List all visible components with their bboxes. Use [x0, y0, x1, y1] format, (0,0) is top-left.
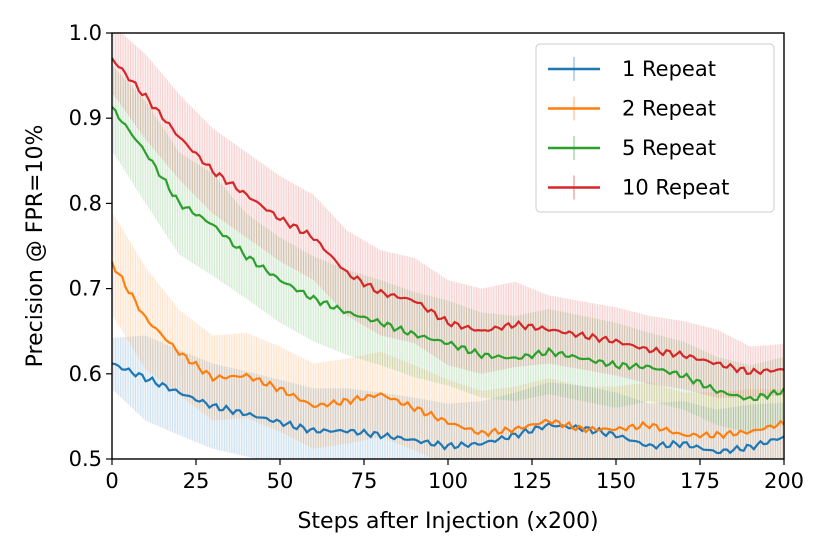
x-tick-label: 0	[105, 469, 118, 493]
x-tick-label: 100	[428, 469, 468, 493]
legend-item-2-repeat: 2 Repeat	[548, 96, 716, 121]
legend: 1 Repeat 2 Repeat 5 Repeat 10 Repeat	[535, 43, 775, 213]
y-tick-label: 0.9	[69, 106, 102, 130]
legend-box	[535, 43, 775, 213]
series-line-1-repeat	[111, 362, 785, 455]
series-lines	[110, 57, 785, 455]
y-tick-label: 0.7	[69, 277, 102, 301]
legend-label: 1 Repeat	[622, 57, 716, 81]
y-tick-label: 0.5	[69, 447, 102, 471]
x-tick-label: 175	[680, 469, 720, 493]
legend-item-1-repeat: 1 Repeat	[548, 57, 716, 81]
y-axis-label: Precision @ FPR=10%	[23, 125, 48, 368]
x-tick-label: 200	[764, 469, 804, 493]
y-tick-label: 0.8	[69, 191, 102, 215]
y-axis-ticks: 0.5 0.6 0.7 0.8 0.9 1.0	[69, 21, 112, 471]
x-tick-label: 150	[596, 469, 636, 493]
y-tick-label: 0.6	[69, 362, 102, 386]
series-line-2-repeat	[110, 261, 785, 440]
x-tick-label: 25	[183, 469, 210, 493]
y-tick-label: 1.0	[69, 21, 102, 45]
legend-label: 2 Repeat	[622, 97, 716, 121]
legend-item-10-repeat: 10 Repeat	[548, 175, 729, 200]
x-tick-label: 75	[351, 469, 378, 493]
x-tick-label: 125	[512, 469, 552, 493]
legend-label: 10 Repeat	[622, 176, 729, 200]
x-axis-label: Steps after Injection (x200)	[297, 509, 598, 534]
series-line-10-repeat	[111, 57, 785, 376]
legend-label: 5 Repeat	[622, 136, 716, 160]
legend-item-5-repeat: 5 Repeat	[548, 136, 716, 160]
x-axis-ticks: 0 25 50 75 100 125 150 175 200	[105, 459, 804, 493]
x-tick-label: 50	[267, 469, 294, 493]
series-line-5-repeat	[111, 106, 785, 402]
